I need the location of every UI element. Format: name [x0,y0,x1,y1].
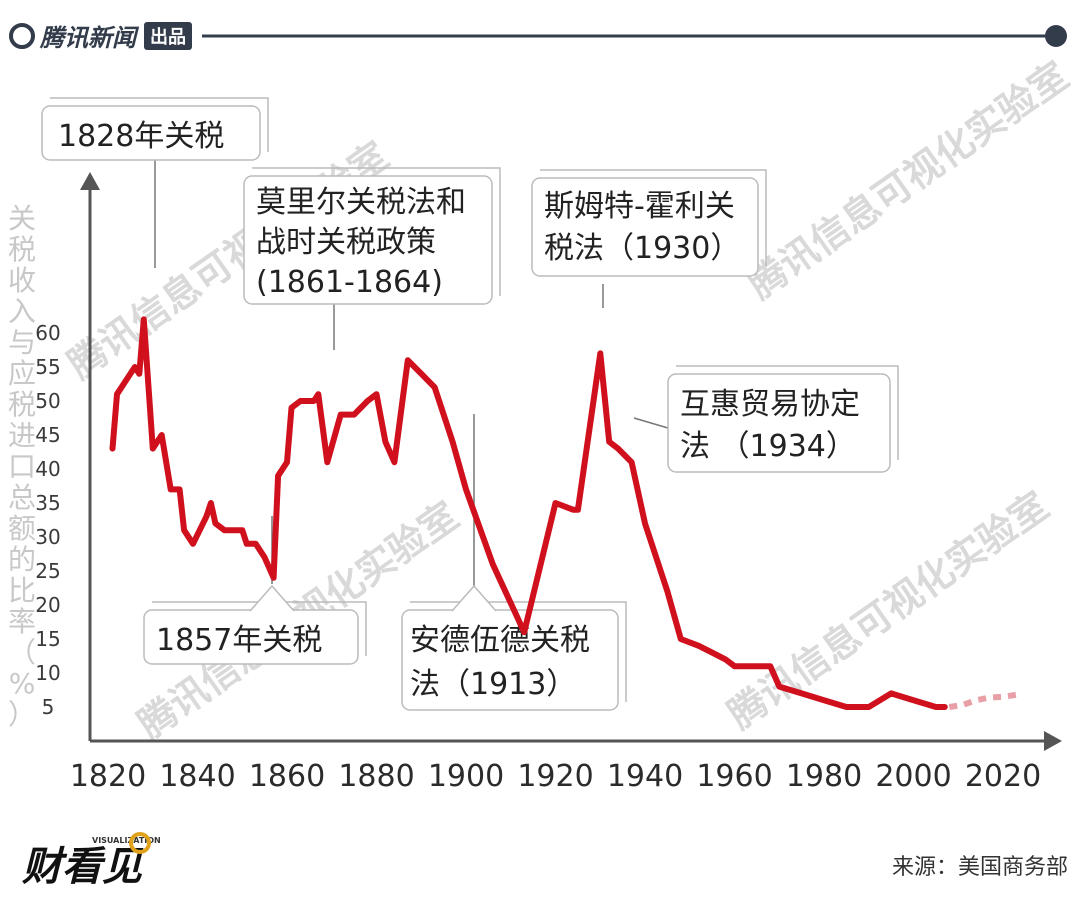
footer: 财看见 VISUALIZATION 来源：美国商务部 [22,832,1068,890]
x-tick-label: 2020 [965,759,1041,794]
callout-smoot-line-2: 税法（1930） [544,231,740,266]
tariff-ratio-line [109,316,948,710]
y-tick-label: 60 [35,321,60,345]
y-axis-label-char: 的 [8,543,36,576]
x-tick-label: 1920 [517,759,593,794]
callout-underwood-line-1: 安德伍德关税 [410,623,590,658]
y-axis-label-char: 关 [8,202,36,235]
y-axis-label-char: 比 [8,574,36,607]
callout-box-underwood [401,609,619,711]
x-tick-label: 1940 [607,759,683,794]
y-axis-label-char: 总 [8,481,36,514]
x-tick-label: 1900 [428,759,504,794]
callout-smoot-line-1: 斯姆特-霍利关 [544,189,735,224]
y-tick-label: 25 [35,559,60,583]
header-rule-dot [1045,25,1067,47]
x-tick-label: 2000 [875,759,951,794]
callout-pointer-1857 [249,584,295,612]
y-axis-label-char: 税 [8,388,36,421]
callout-pointer-underwood [451,584,497,612]
brand-logo-icon [9,23,35,49]
y-axis-label-char: 口 [8,450,36,483]
y-axis-label-char: 收 [8,264,36,297]
callout-1828-line-1: 1828年关税 [58,119,224,154]
x-tick-label: 1880 [338,759,414,794]
callout-shadow-morrill [252,167,501,296]
x-tick-label: 1860 [249,759,325,794]
watermark-text: 腾讯信息可视化实验室 [740,53,1077,307]
brand-badge-bg [144,22,192,50]
y-axis-label-char: 额 [8,512,36,545]
footer-logo-sub: VISUALIZATION [92,836,161,845]
y-tick-label: 35 [35,491,60,515]
callout-shadow-smoot [540,169,767,266]
x-axis-arrow-icon [1044,731,1062,751]
callout-shadow-reciprocal [676,365,899,460]
callout-shadow-1828 [50,97,269,152]
axes [80,172,1062,751]
brand-badge: 出品 [150,26,186,48]
source-label: 来源：美国商务部 [892,855,1068,880]
y-tick-label: 10 [35,661,60,685]
x-tick-label: 1820 [70,759,146,794]
x-tick-label: 1960 [696,759,772,794]
y-axis-label-char: （ [8,636,36,669]
y-axis-label-char: 税 [8,233,36,266]
y-axis-label-char: 入 [8,295,36,328]
callout-box-reciprocal [667,373,891,473]
callout-box-morrill [243,175,493,305]
y-tick-label: 30 [35,525,60,549]
callout-morrill-line-3: (1861-1864) [256,265,443,300]
y-axis-label-char: 应 [8,357,36,390]
footer-logo-badge-icon [129,832,151,854]
x-tick-label: 1840 [159,759,235,794]
footer-logo: 财看见 [22,844,144,890]
projection-line [948,691,1017,710]
y-axis-label-char: 与 [8,326,36,359]
watermark-text: 腾讯信息可视化实验室 [720,483,1057,737]
x-tick-labels: 1820 1840 1860 1880 1900 1920 1940 1960 1980 2000… [70,759,1041,794]
callouts: 1828年关税 莫里尔关税法和 战时关税政策 (1861-1864) 斯姆特-霍… [41,97,899,711]
y-axis-arrow-icon [80,172,100,190]
y-axis-label-char: % [9,667,36,700]
callout-reciprocal-line-2: 法 （1934） [680,429,856,464]
y-tick-label: 40 [35,457,60,481]
callout-leader-reciprocal [633,417,669,429]
y-tick-label: 5 [42,695,55,719]
y-tick-label: 55 [35,355,60,379]
y-tick-label: 20 [35,593,60,617]
callout-morrill-line-1: 莫里尔关税法和 [256,185,466,220]
y-tick-label: 45 [35,423,60,447]
y-tick-labels: 5 10 15 20 25 30 35 40 45 50 55 60 [35,321,60,719]
brand-name: 腾讯新闻 [39,24,140,52]
callout-underwood-line-2: 法（1913） [410,667,576,702]
series-layer [109,316,1017,710]
y-axis-label-char: 进 [8,419,36,452]
callout-box-smoot [531,177,759,277]
y-tick-label: 50 [35,389,60,413]
y-axis-label-char: ） [8,698,36,731]
y-tick-label: 15 [35,627,60,651]
y-axis-label-char: 率 [8,605,36,638]
x-tick-label: 1980 [786,759,862,794]
callout-reciprocal-line-1: 互惠贸易协定 [680,387,860,422]
callout-morrill-line-2: 战时关税政策 [256,225,436,260]
header-bar: 腾讯新闻 出品 [9,22,1067,52]
callout-shadow-1857 [152,601,367,656]
callout-1857-line-1: 1857年关税 [156,623,322,658]
callout-box-1828 [41,105,261,161]
